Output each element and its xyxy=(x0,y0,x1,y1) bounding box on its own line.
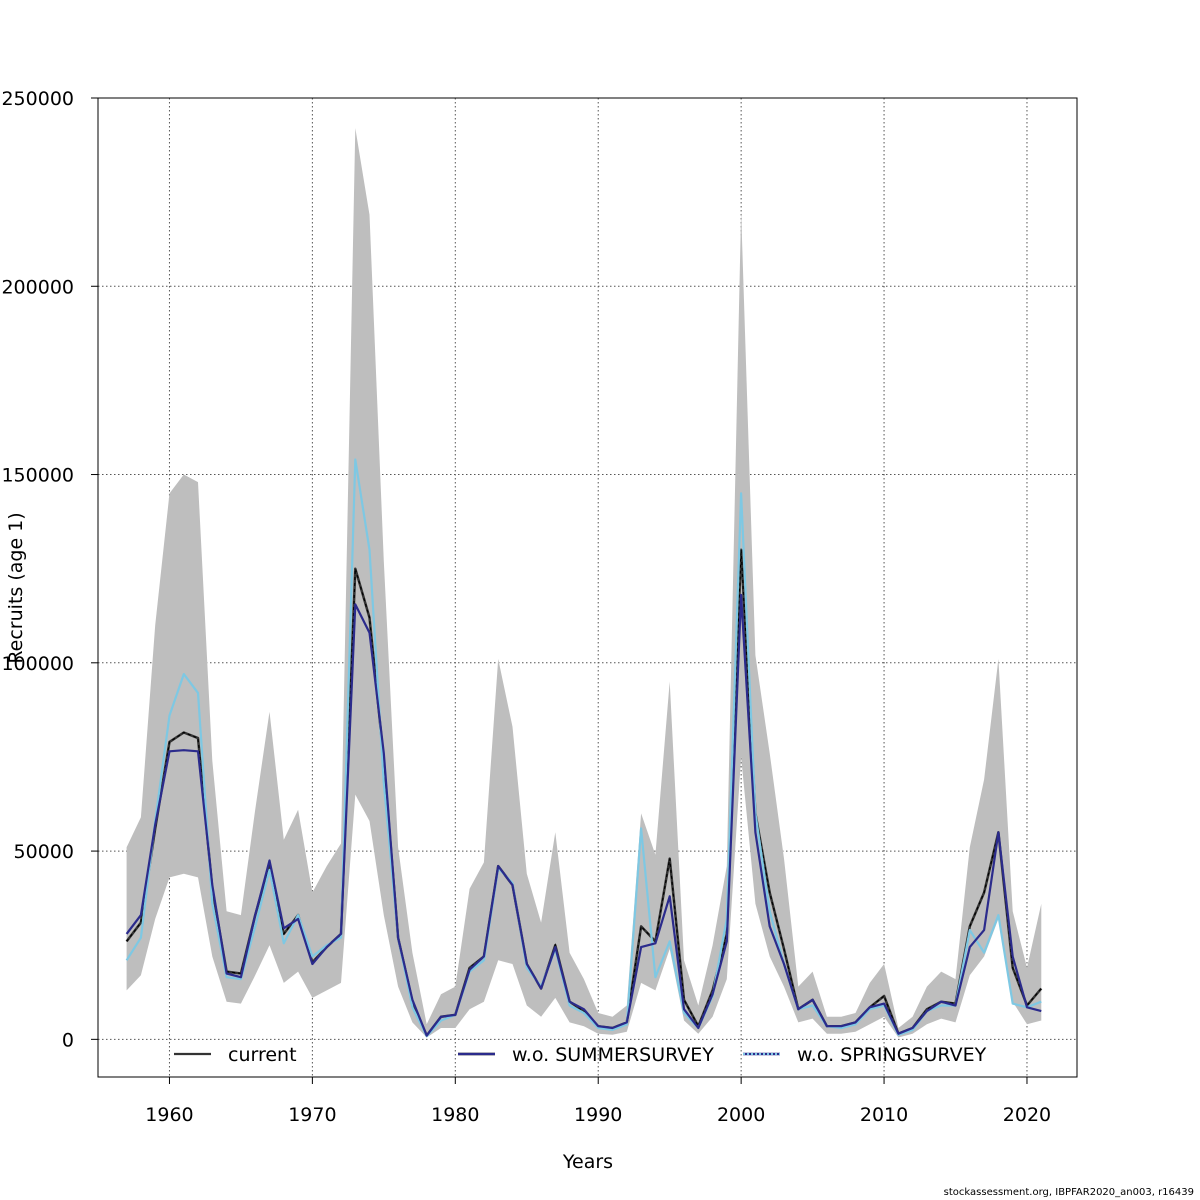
y-axis-title: Recruits (age 1) xyxy=(5,512,27,663)
x-axis: 1960 1970 1980 1990 2000 2010 2020 xyxy=(145,1077,1051,1126)
confidence-band xyxy=(126,128,1042,1038)
legend-label: w.o. SPRINGSURVEY xyxy=(797,1044,987,1066)
x-tick-label: 1990 xyxy=(574,1104,622,1126)
x-tick-label: 1980 xyxy=(431,1104,479,1126)
x-axis-title: Years xyxy=(562,1151,613,1173)
plot-frame xyxy=(97,97,1078,1078)
y-tick-label: 0 xyxy=(62,1029,74,1051)
x-tick-label: 2020 xyxy=(1003,1104,1051,1126)
legend-item-2: w.o. SPRINGSURVEY xyxy=(743,1044,987,1066)
x-tick-label: 2000 xyxy=(717,1104,765,1126)
x-tick-label: 1960 xyxy=(145,1104,193,1126)
series-lines xyxy=(125,458,1043,1038)
y-tick-label: 250000 xyxy=(1,88,74,110)
y-tick-label: 200000 xyxy=(1,276,74,298)
y-tick-label: 100000 xyxy=(1,653,74,675)
legend-item-0: current xyxy=(174,1044,297,1066)
x-tick-label: 1970 xyxy=(288,1104,336,1126)
footer-credit: stockassessment.org, IBPFAR2020_an003, r… xyxy=(943,1187,1194,1198)
y-tick-label: 150000 xyxy=(1,465,74,487)
y-axis: 0 50000 100000 150000 200000 250000 xyxy=(1,88,98,1051)
series-line-1 xyxy=(125,593,1042,1037)
legend-item-1: w.o. SUMMERSURVEY xyxy=(458,1044,714,1066)
legend: current w.o. SUMMERSURVEY w.o. SPRINGSURVE… xyxy=(174,1044,987,1066)
x-tick-label: 2010 xyxy=(860,1104,908,1126)
legend-label: w.o. SUMMERSURVEY xyxy=(512,1044,714,1066)
y-tick-label: 50000 xyxy=(14,841,74,863)
legend-label: current xyxy=(228,1044,297,1066)
